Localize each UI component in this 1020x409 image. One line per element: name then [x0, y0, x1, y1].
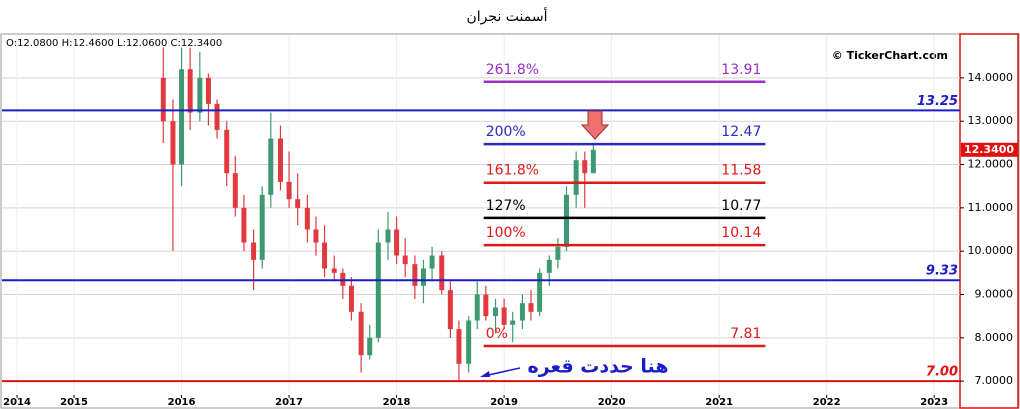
- fib-value: 12.47: [721, 124, 761, 140]
- last-price-box: [961, 142, 1018, 157]
- candle-body: [313, 229, 319, 243]
- candle-body: [385, 229, 391, 243]
- fib-label: 0%: [486, 326, 508, 342]
- annotation-arrow: [483, 367, 521, 377]
- candle-body: [590, 149, 596, 174]
- fib-value: 13.91: [721, 62, 761, 78]
- candle-body: [546, 259, 552, 273]
- candle-body: [251, 242, 257, 260]
- candle-body: [429, 255, 435, 269]
- fib-value: 10.14: [721, 225, 761, 241]
- fib-value: 11.58: [721, 163, 761, 179]
- fib-label: 261.8%: [486, 62, 539, 78]
- watermark: © TickerChart.com: [832, 49, 948, 62]
- annotation-arrowhead: [480, 371, 490, 377]
- candle-body: [394, 229, 400, 256]
- down-arrow-marker: [580, 110, 610, 140]
- candle-body: [358, 311, 364, 356]
- fib-value: 10.77: [721, 198, 761, 214]
- candle-body: [197, 77, 203, 113]
- candle-body: [519, 303, 525, 321]
- y-tick-label: 7.0000: [975, 374, 1014, 387]
- y-tick-label: 14.0000: [968, 71, 1014, 84]
- candle-body: [474, 294, 480, 321]
- level-label: 13.25: [917, 94, 958, 109]
- candle-body: [493, 307, 499, 317]
- y-tick-label: 11.0000: [968, 201, 1014, 214]
- overlays: 13.25 9.33 7.00 261.8% 13.91 200% 12.47 161.8% 1…: [2, 62, 1018, 383]
- candle-body: [205, 77, 211, 104]
- candle-body: [304, 207, 310, 230]
- x-tick-label: 2016: [168, 397, 196, 408]
- candle-body: [563, 194, 569, 247]
- candle-body: [187, 69, 193, 113]
- level-label: 7.00: [926, 365, 958, 380]
- candle-body: [483, 294, 489, 317]
- annotation: هنا حددت قعره: [527, 356, 668, 378]
- chart-title: أسمنت نجران: [467, 7, 548, 25]
- candle-body: [501, 307, 507, 325]
- ohlc-header: O:12.0800 H:12.4600 L:12.0600 C:12.3400: [6, 38, 222, 49]
- x-tick-label: 2014: [3, 397, 31, 408]
- candle-body: [179, 69, 185, 165]
- fib-value: 7.81: [730, 326, 761, 342]
- candle-body: [573, 160, 579, 195]
- last-price-label: 12.3400: [964, 143, 1014, 156]
- x-tick-label: 2015: [60, 397, 88, 408]
- candle-body: [447, 290, 453, 330]
- candle-body: [402, 255, 408, 265]
- candle-body: [241, 207, 247, 243]
- candle-body: [528, 303, 534, 312]
- x-tick-label: 2022: [813, 397, 841, 408]
- y-tick-label: 13.0000: [968, 114, 1014, 127]
- candle-body: [295, 199, 301, 208]
- candle-body: [322, 242, 328, 269]
- candle-body: [331, 268, 337, 273]
- level-label: 9.33: [926, 264, 958, 279]
- candle-body: [170, 121, 176, 165]
- candle-body: [232, 173, 238, 208]
- x-tick-label: 2019: [490, 397, 518, 408]
- candle-body: [510, 320, 516, 325]
- candle-body: [412, 264, 418, 286]
- candle-body: [456, 329, 462, 364]
- x-tick-label: 2020: [598, 397, 626, 408]
- y-tick-label: 9.0000: [975, 287, 1014, 300]
- candle-body: [268, 138, 274, 195]
- candle-body: [214, 103, 220, 130]
- candle-body: [160, 77, 166, 122]
- candle-body: [420, 268, 426, 286]
- candle-body: [375, 242, 381, 338]
- grid: 7.0000 8.0000 9.0000 10.0000 11.0000 12.0000 1…: [2, 35, 1013, 408]
- x-tick-label: 2018: [383, 397, 411, 408]
- y-tick-label: 12.0000: [968, 158, 1014, 171]
- candle-body: [466, 320, 472, 364]
- x-tick-label: 2023: [920, 397, 948, 408]
- candle-body: [259, 194, 265, 260]
- candle-body: [277, 138, 283, 182]
- candle-body: [348, 285, 354, 312]
- y-tick-label: 8.0000: [975, 331, 1014, 344]
- candle-body: [537, 272, 543, 312]
- y-tick-label: 10.0000: [968, 244, 1014, 257]
- fib-label: 161.8%: [486, 163, 539, 179]
- price-axis-frame: [959, 33, 1019, 409]
- x-tick-label: 2017: [275, 397, 303, 408]
- chart-frame: [0, 33, 1020, 409]
- candle-body: [286, 181, 292, 200]
- candle-body: [582, 160, 588, 174]
- candle-body: [224, 129, 230, 174]
- fib-label: 100%: [486, 225, 526, 241]
- candle-body: [439, 255, 445, 291]
- fib-label: 200%: [486, 124, 526, 140]
- marks: [160, 47, 596, 382]
- candle-body: [555, 246, 561, 260]
- fib-label: 127%: [486, 198, 526, 214]
- candle-body: [367, 337, 373, 356]
- x-tick-label: 2021: [705, 397, 733, 408]
